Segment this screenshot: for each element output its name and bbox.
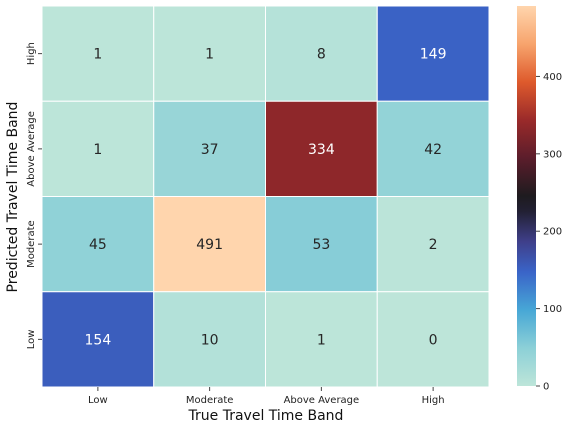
x-tick-label: Moderate [186,395,234,406]
colorbar-tick-label: 400 [543,72,562,83]
colorbar [517,6,536,386]
y-axis-ticks: High Above Average Moderate Low [26,42,42,349]
heatmap-cells [41,5,490,388]
colorbar-ticks: 0 100 200 300 400 [536,72,562,393]
heatmap-cell-value: 42 [424,142,442,158]
colorbar-tick-label: 0 [543,382,549,393]
heatmap-cell [376,100,490,197]
y-tick-label: Moderate [26,220,37,268]
heatmap-cell [153,5,266,102]
y-axis-title: Predicted Travel Time Band [5,102,21,293]
heatmap-cell-value: 491 [196,237,223,253]
heatmap-cell [41,100,155,197]
x-tick-label: Low [88,395,108,406]
heatmap-cell-value: 37 [201,142,219,158]
heatmap-cell [265,5,378,102]
x-axis-title: True Travel Time Band [188,408,344,424]
x-tick-label: High [422,395,445,406]
heatmap-cell-value: 1 [317,332,326,348]
y-tick-label: High [26,42,37,65]
heatmap-cell [41,291,155,388]
heatmap-cell-value: 0 [429,332,438,348]
colorbar-tick-label: 300 [543,149,562,160]
colorbar-tick-label: 100 [543,304,562,315]
heatmap-cell-value: 149 [420,47,447,63]
heatmap-cell-value: 45 [89,237,107,253]
heatmap-cell [153,291,266,388]
heatmap-cell-value: 154 [85,332,112,348]
colorbar-tick-label: 200 [543,227,562,238]
heatmap-cell-value: 1 [93,142,102,158]
heatmap-cell-value: 334 [308,142,335,158]
heatmap-cell-value: 1 [205,47,214,63]
heatmap-cell [41,5,155,102]
heatmap-cell [376,291,490,388]
x-tick-label: Above Average [284,395,360,406]
y-tick-label: Above Average [26,111,37,187]
heatmap-cell-value: 1 [93,47,102,63]
heatmap-cell [265,291,378,388]
heatmap-cell-value: 2 [429,237,438,253]
x-axis-ticks: Low Moderate Above Average High [88,387,445,406]
heatmap-cell [153,100,266,197]
heatmap-cell-value: 8 [317,47,326,63]
y-tick-label: Low [26,330,37,350]
heatmap-cell-value: 53 [312,237,330,253]
heatmap-cell [376,196,490,293]
heatmap-cell-value: 10 [201,332,219,348]
heatmap-cell [376,5,490,102]
heatmap-cell [153,196,266,293]
